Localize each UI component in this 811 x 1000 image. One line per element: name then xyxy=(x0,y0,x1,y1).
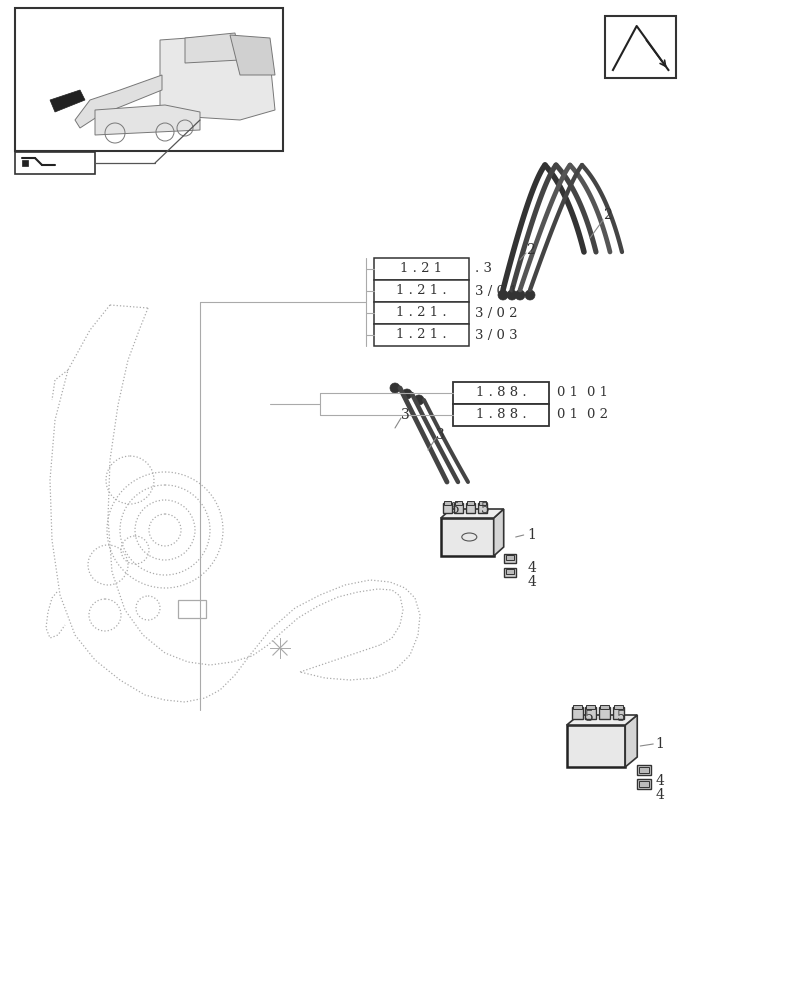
Text: 5: 5 xyxy=(616,710,624,724)
Bar xyxy=(638,767,649,773)
Text: 4: 4 xyxy=(655,774,664,788)
Bar xyxy=(444,501,450,505)
Bar xyxy=(505,569,513,574)
Text: 1 . 2 1: 1 . 2 1 xyxy=(400,262,442,275)
Bar xyxy=(503,554,515,563)
Text: 1: 1 xyxy=(526,528,535,542)
Bar xyxy=(599,705,608,709)
Bar xyxy=(373,302,469,324)
Polygon shape xyxy=(75,75,162,128)
Bar xyxy=(571,707,582,719)
Bar xyxy=(453,382,548,404)
Polygon shape xyxy=(185,33,240,63)
Bar xyxy=(15,8,283,151)
Polygon shape xyxy=(230,35,275,75)
Text: 2: 2 xyxy=(602,208,611,222)
Circle shape xyxy=(514,290,525,300)
Bar xyxy=(503,568,515,577)
Circle shape xyxy=(414,395,423,405)
Bar xyxy=(22,160,28,166)
Polygon shape xyxy=(95,105,200,135)
Polygon shape xyxy=(440,509,503,518)
Bar xyxy=(612,707,623,719)
Text: 3 / 0 2: 3 / 0 2 xyxy=(474,306,517,320)
Bar xyxy=(604,16,676,78)
Text: . 3: . 3 xyxy=(474,262,491,275)
Circle shape xyxy=(389,383,400,393)
Bar xyxy=(478,501,485,505)
Bar xyxy=(584,707,595,719)
Text: 3: 3 xyxy=(400,408,409,422)
Text: 4: 4 xyxy=(526,575,535,589)
Bar xyxy=(373,280,469,302)
Polygon shape xyxy=(624,715,637,767)
Text: 3 / 0 3: 3 / 0 3 xyxy=(474,328,517,342)
Bar xyxy=(613,705,622,709)
Bar xyxy=(15,152,95,174)
Text: 1 . 8 8 .: 1 . 8 8 . xyxy=(475,408,526,422)
Text: 1 . 8 8 .: 1 . 8 8 . xyxy=(475,386,526,399)
Text: 3 / 0 1: 3 / 0 1 xyxy=(474,284,517,298)
Bar xyxy=(637,779,650,789)
Circle shape xyxy=(497,290,508,300)
Bar xyxy=(505,555,513,560)
Text: 1 . 2 1 .: 1 . 2 1 . xyxy=(396,284,446,298)
Bar xyxy=(637,765,650,775)
Bar xyxy=(373,258,469,280)
Bar xyxy=(598,707,609,719)
Polygon shape xyxy=(566,715,637,725)
Circle shape xyxy=(525,290,534,300)
Bar xyxy=(373,324,469,346)
Bar xyxy=(478,503,487,513)
Bar xyxy=(440,518,493,556)
Text: 2: 2 xyxy=(525,243,534,257)
Text: 5: 5 xyxy=(584,710,592,724)
Text: 3: 3 xyxy=(435,428,444,442)
Bar xyxy=(466,503,474,513)
Polygon shape xyxy=(160,35,275,120)
Polygon shape xyxy=(493,509,503,556)
Bar xyxy=(572,705,581,709)
Polygon shape xyxy=(50,90,85,112)
Bar xyxy=(638,781,649,787)
Text: 0 2: 0 2 xyxy=(586,408,607,422)
Text: 1 . 2 1 .: 1 . 2 1 . xyxy=(396,328,446,342)
Bar xyxy=(442,503,452,513)
Text: 4: 4 xyxy=(526,561,535,575)
Bar xyxy=(566,725,624,767)
Text: 0 1: 0 1 xyxy=(556,408,577,422)
Text: 5: 5 xyxy=(480,502,489,516)
Text: 4: 4 xyxy=(655,788,664,802)
Text: 1 . 2 1 .: 1 . 2 1 . xyxy=(396,306,446,320)
Bar xyxy=(178,600,206,618)
Bar xyxy=(454,501,461,505)
Circle shape xyxy=(401,389,411,399)
Text: 0 1: 0 1 xyxy=(586,386,607,399)
Bar xyxy=(453,503,462,513)
Circle shape xyxy=(506,290,517,300)
Text: 1: 1 xyxy=(655,737,664,751)
Text: 0 1: 0 1 xyxy=(556,386,577,399)
Bar xyxy=(585,705,594,709)
Text: 5: 5 xyxy=(450,502,459,516)
Bar xyxy=(453,404,548,426)
Bar xyxy=(466,501,474,505)
